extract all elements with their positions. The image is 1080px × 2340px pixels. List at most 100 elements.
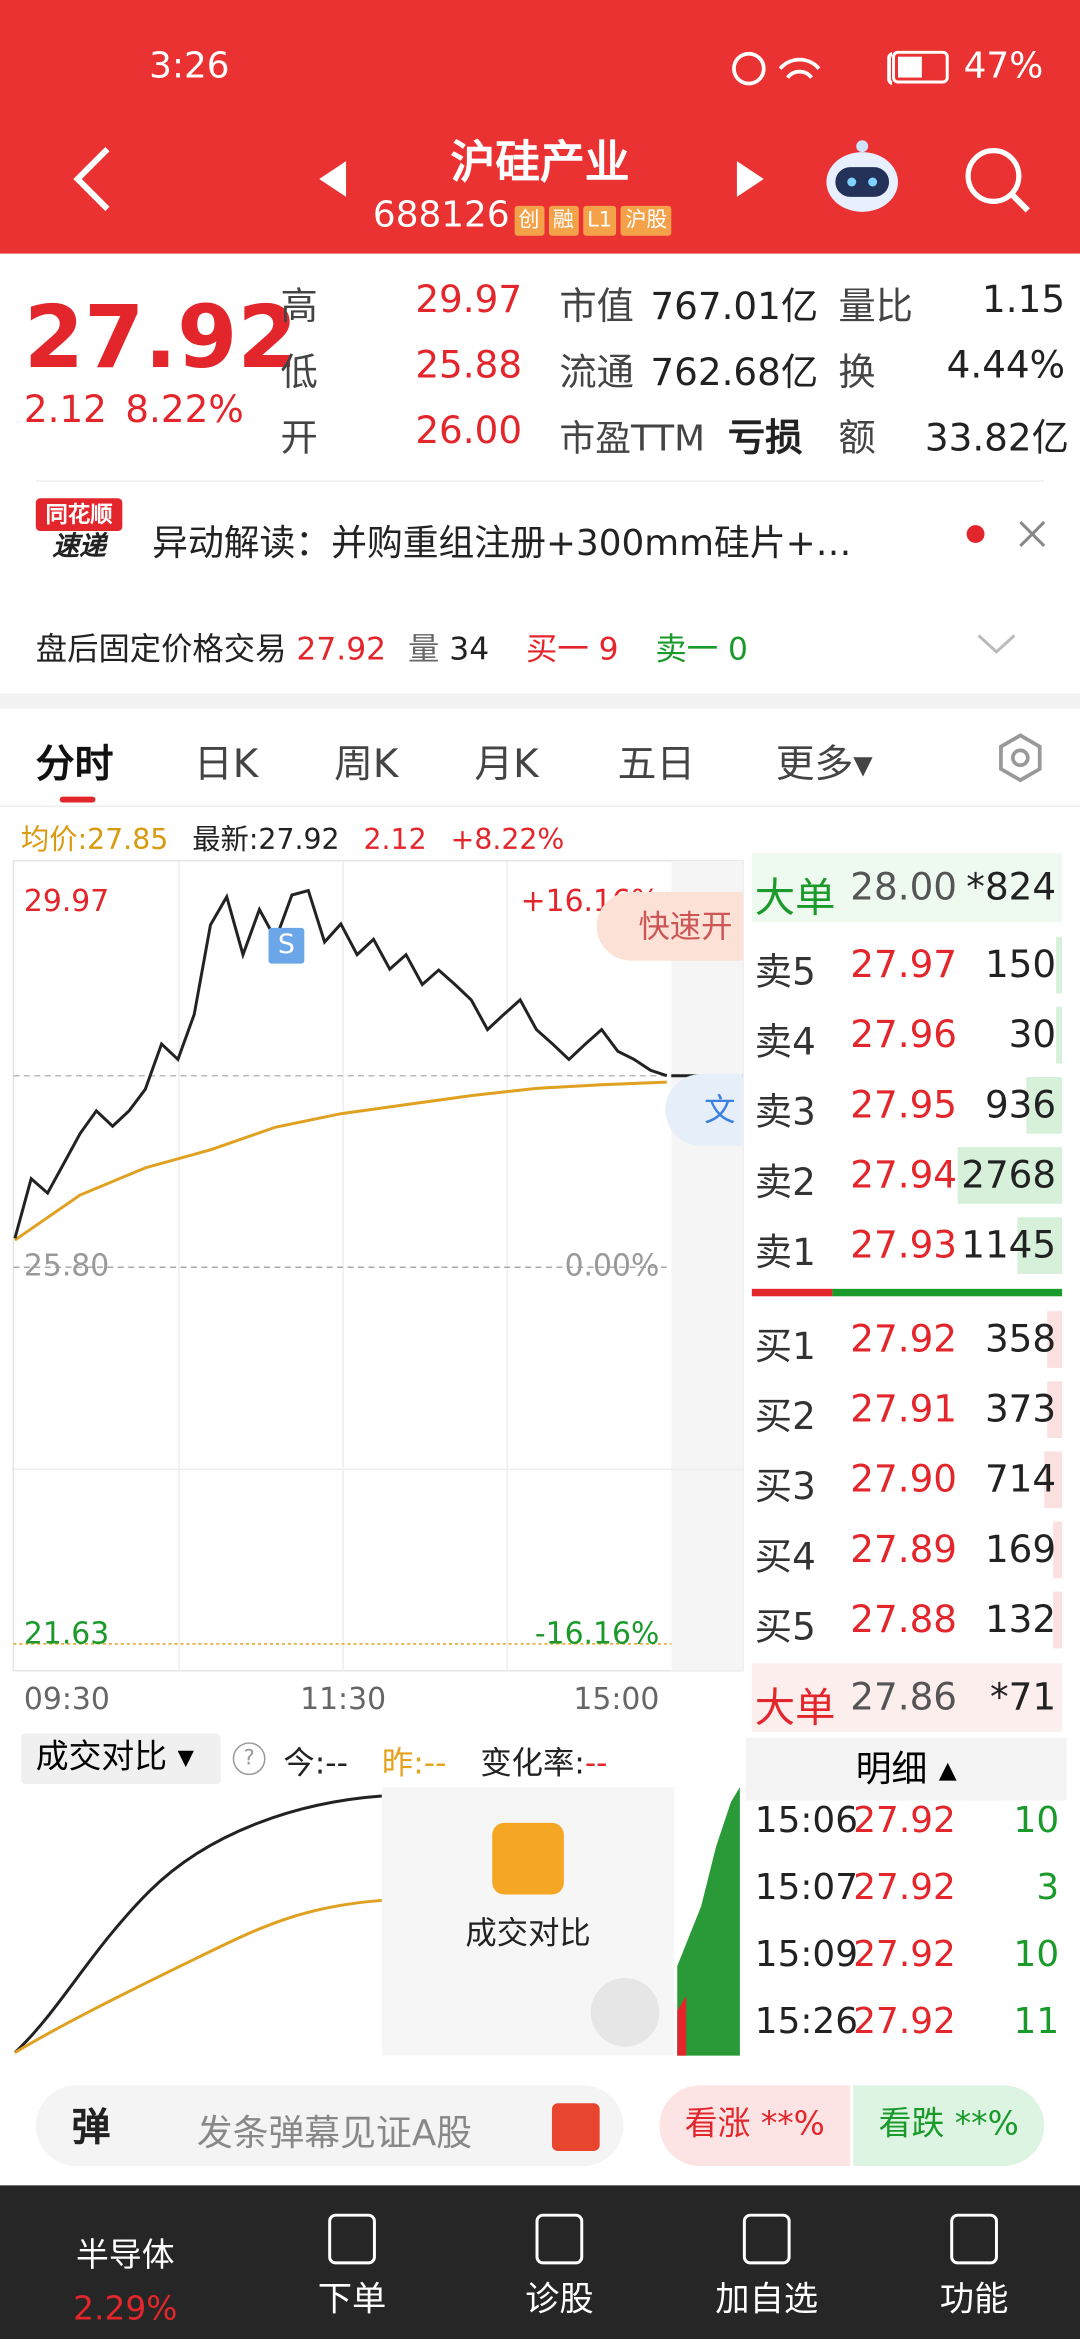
depth-bar — [957, 1147, 1063, 1204]
info-change-pct: +8.22% — [450, 823, 565, 857]
compare-rate-value: -- — [584, 1745, 608, 1782]
book-label: 卖5 — [754, 950, 816, 994]
signal-tag[interactable]: S — [268, 927, 305, 964]
book-label: 卖2 — [754, 1160, 816, 1204]
book-volume: 30 — [1008, 1012, 1057, 1057]
book-volume: 169 — [984, 1527, 1057, 1571]
stat-label: 高 — [280, 284, 318, 329]
ah-price: 27.92 — [296, 630, 387, 667]
tab[interactable]: 周K — [334, 742, 399, 788]
book-row: 卖3 27.95 936 — [752, 1071, 1063, 1140]
nav-item[interactable]: 下单 — [317, 2280, 387, 2320]
compare-select[interactable]: 成交对比 ▾ — [20, 1733, 221, 1785]
stat-value: 762.68亿 — [650, 350, 819, 394]
detail-price: 27.92 — [853, 1866, 956, 1908]
nav-item[interactable]: 加自选 — [715, 2280, 819, 2320]
quick-trade[interactable]: 快速开 — [596, 892, 743, 961]
news-logo: 同花顺 速递 — [35, 498, 123, 573]
book-volume: 936 — [984, 1082, 1057, 1127]
book-price: 27.88 — [850, 1597, 958, 1641]
book-price: 27.86 — [850, 1675, 958, 1719]
ah-bid: 9 — [598, 630, 619, 667]
search-button[interactable] — [964, 146, 1033, 215]
ah-vol: 34 — [449, 630, 490, 667]
news-logo-bottom: 速递 — [52, 531, 106, 563]
stat-label: 低 — [280, 350, 318, 394]
nav-item[interactable]: 功能 — [939, 2280, 1009, 2320]
depth-bar — [1056, 936, 1063, 994]
bet-down[interactable]: 看跌 **% — [853, 2085, 1045, 2166]
book-price: 28.00 — [850, 865, 958, 909]
status-time: 3:26 — [149, 44, 230, 87]
sector-name[interactable]: 半导体 — [76, 2237, 175, 2275]
compare-help[interactable]: ? — [232, 1742, 266, 1776]
y-tick-label: 21.63 — [24, 1616, 109, 1651]
lock-icon — [492, 1822, 564, 1895]
compare-yest: 昨:-- — [382, 1739, 446, 1784]
price-line — [13, 888, 668, 1239]
pct-label: -16.16% — [535, 1616, 660, 1651]
book-row: 卖2 27.94 2768 — [752, 1141, 1063, 1210]
gift-icon[interactable] — [551, 2103, 600, 2152]
next-stock[interactable] — [734, 161, 764, 197]
stat-value: 26.00 — [415, 408, 523, 452]
stat-value: 4.44% — [946, 343, 1066, 387]
stock-name: 沪硅产业 — [450, 137, 630, 190]
side-tag[interactable]: 文 — [665, 1074, 743, 1146]
battery — [892, 50, 949, 84]
expand-arrow[interactable] — [976, 632, 1018, 656]
stat-label: 市盈TTM — [559, 417, 705, 460]
x-tick-label: 11:30 — [300, 1682, 386, 1717]
compare-rate: 变化率:-- — [480, 1739, 607, 1784]
tags: 创融 L1 沪股 — [510, 194, 672, 236]
news-close[interactable] — [1017, 519, 1047, 549]
danmu-input[interactable] — [35, 2085, 624, 2166]
book-price: 27.93 — [850, 1223, 958, 1267]
book-price: 27.94 — [850, 1153, 958, 1197]
price-change-pct: 8.22% — [125, 387, 244, 432]
spread-bar — [751, 1288, 833, 1297]
detail-price: 27.92 — [853, 2000, 956, 2043]
news-text[interactable]: 异动解读：并购重组注册+300mm硅片+… — [152, 522, 852, 564]
robot-icon[interactable] — [823, 140, 901, 215]
ah-vol-label: 量 — [407, 630, 440, 667]
depth-bar — [1053, 1591, 1063, 1649]
latest-price: 最新:27.92 — [192, 823, 340, 857]
stat-label: 流通 — [559, 350, 635, 394]
book-price: 27.96 — [850, 1012, 958, 1057]
avg-line — [14, 1080, 667, 1242]
nav-icon — [742, 2213, 791, 2265]
bet-up[interactable]: 看涨 **% — [659, 2085, 851, 2166]
book-label: 卖1 — [754, 1230, 816, 1274]
stat-value: 29.97 — [415, 277, 523, 321]
settings-icon[interactable] — [993, 731, 1047, 785]
last-price: 27.92 — [23, 286, 298, 388]
fullscreen-button[interactable] — [590, 1978, 660, 2047]
news-logo-top: 同花顺 — [35, 498, 123, 532]
tag: 沪股 — [621, 205, 672, 236]
detail-volume: 3 — [1036, 1866, 1060, 1908]
back-button[interactable] — [72, 146, 117, 212]
book-volume: 132 — [984, 1597, 1057, 1641]
book-label: 卖3 — [754, 1090, 816, 1134]
tab[interactable]: 更多▾ — [775, 742, 873, 788]
tab[interactable]: 月K — [474, 742, 539, 788]
tag: 融 — [548, 205, 579, 236]
detail-time: 15:09 — [754, 1933, 858, 1976]
book-price: 27.91 — [850, 1387, 958, 1431]
book-volume: 714 — [984, 1457, 1057, 1501]
overlay-text: 成交对比 — [465, 1915, 591, 1952]
details-header[interactable]: 明细 ▴ — [745, 1737, 1067, 1801]
book-row: 买4 27.89 169 — [752, 1516, 1063, 1585]
stat-value: 亏损 — [727, 416, 803, 460]
prev-stock[interactable] — [319, 161, 349, 197]
depth-bar — [1056, 1006, 1063, 1064]
tab[interactable]: 日K — [193, 742, 259, 788]
tag: 创 — [514, 205, 544, 236]
book-label: 大单 — [754, 1685, 836, 1732]
nav-item[interactable]: 诊股 — [525, 2280, 594, 2320]
book-price: 27.97 — [850, 942, 958, 987]
tab[interactable]: 分时 — [35, 742, 114, 788]
tab[interactable]: 五日 — [617, 742, 696, 788]
